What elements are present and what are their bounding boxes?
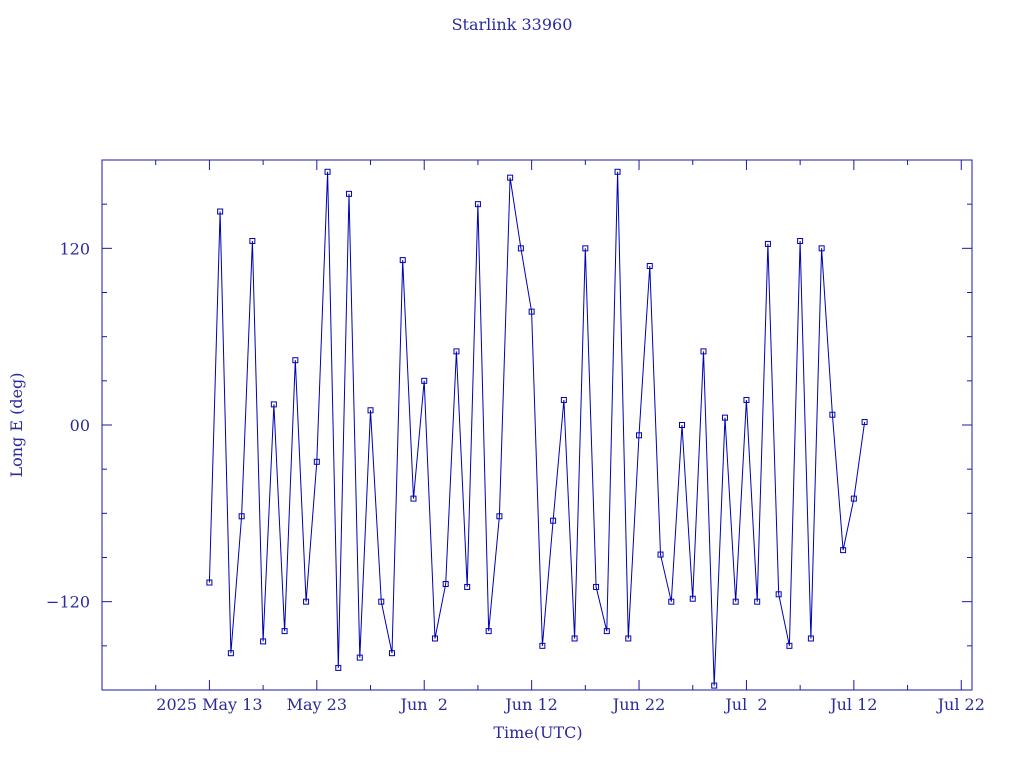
data-point xyxy=(732,598,739,605)
data-point xyxy=(539,642,546,649)
x-tick-label: May 23 xyxy=(287,695,347,714)
data-point xyxy=(335,664,342,671)
data-point xyxy=(270,401,277,408)
data-point xyxy=(356,654,363,661)
data-point xyxy=(217,208,224,215)
data-point xyxy=(571,635,578,642)
data-point xyxy=(582,245,589,252)
x-axis-label: Time(UTC) xyxy=(493,723,582,742)
x-tick-label: Jun 22 xyxy=(611,695,665,714)
data-point xyxy=(303,598,310,605)
data-point xyxy=(679,422,685,428)
data-point xyxy=(367,407,374,414)
data-point xyxy=(313,458,320,465)
data-line xyxy=(208,171,866,686)
data-point xyxy=(721,414,728,421)
x-tick-label: Jul 22 xyxy=(936,695,985,714)
data-point xyxy=(249,237,256,244)
data-point xyxy=(485,628,492,635)
data-point xyxy=(442,581,449,587)
data-point xyxy=(292,357,299,364)
data-point xyxy=(550,517,557,524)
data-point xyxy=(227,650,234,657)
data-point xyxy=(603,628,610,635)
data-point xyxy=(421,377,428,384)
data-point xyxy=(614,168,621,175)
data-point xyxy=(689,595,696,602)
data-point xyxy=(850,495,857,502)
data-point xyxy=(528,308,535,315)
data-point xyxy=(517,245,524,252)
data-point xyxy=(700,348,707,355)
x-tick-label: 2025 May 13 xyxy=(156,695,262,714)
plot-frame xyxy=(101,159,973,691)
data-point xyxy=(238,513,245,520)
data-point xyxy=(399,257,406,264)
data-point xyxy=(861,419,868,426)
x-tick-label: Jun 2 xyxy=(399,695,448,714)
data-point xyxy=(743,396,750,403)
x-tick-label: Jul 12 xyxy=(828,695,877,714)
data-point xyxy=(378,598,385,605)
x-tick-label: Jul 2 xyxy=(723,695,767,714)
data-point xyxy=(593,583,600,590)
data-point xyxy=(754,598,761,605)
data-point xyxy=(646,263,653,269)
data-point xyxy=(346,190,353,197)
data-point xyxy=(625,635,632,642)
data-point xyxy=(560,396,567,403)
y-axis-label: Long E (deg) xyxy=(7,372,26,477)
x-tick-label: Jun 12 xyxy=(503,695,557,714)
data-point xyxy=(797,237,804,244)
data-point xyxy=(818,245,825,252)
data-point xyxy=(260,638,267,645)
data-point xyxy=(453,348,460,355)
data-point xyxy=(206,579,213,586)
data-point xyxy=(807,635,814,642)
data-point xyxy=(474,201,481,208)
data-point xyxy=(786,642,793,649)
y-tick-label: 120 xyxy=(59,239,90,258)
data-point xyxy=(389,650,395,657)
data-point xyxy=(840,547,847,554)
data-point xyxy=(464,583,471,590)
y-tick-label: 00 xyxy=(70,416,90,435)
data-point xyxy=(507,174,514,181)
data-point xyxy=(775,591,782,598)
data-point xyxy=(496,513,503,520)
y-tick-label: −120 xyxy=(46,593,90,612)
data-point xyxy=(281,628,288,635)
data-point xyxy=(636,432,643,439)
data-point xyxy=(829,411,836,418)
data-point xyxy=(431,635,438,642)
data-point xyxy=(657,551,664,558)
data-point xyxy=(410,495,417,502)
chart-title: Starlink 33960 xyxy=(452,15,573,34)
data-point xyxy=(324,168,331,175)
data-point xyxy=(668,598,675,605)
data-point xyxy=(764,240,771,247)
data-point xyxy=(711,682,718,689)
